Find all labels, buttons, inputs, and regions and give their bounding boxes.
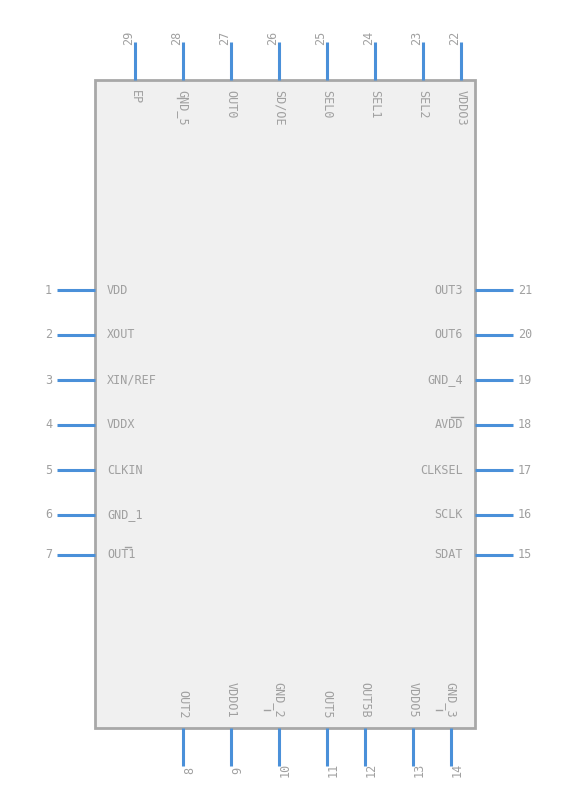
Text: SEL1: SEL1	[369, 90, 382, 119]
Text: XOUT: XOUT	[107, 329, 136, 342]
Text: SCLK: SCLK	[435, 508, 463, 521]
Text: OUT5B: OUT5B	[358, 683, 371, 718]
Text: 1: 1	[45, 284, 52, 297]
Text: 14: 14	[451, 763, 464, 777]
Text: OUT0: OUT0	[224, 90, 237, 119]
Text: VDD: VDD	[107, 284, 128, 297]
Text: VDDX: VDDX	[107, 419, 136, 431]
Text: 20: 20	[518, 329, 532, 342]
Text: 6: 6	[45, 508, 52, 521]
Text: 8: 8	[183, 767, 196, 773]
Text: 7: 7	[45, 549, 52, 562]
Text: 4: 4	[45, 419, 52, 431]
Text: OUT5: OUT5	[320, 689, 333, 718]
Text: 26: 26	[266, 31, 279, 45]
Text: GND_4: GND_4	[427, 373, 463, 386]
Text: EP: EP	[128, 90, 141, 104]
Text: AVDD: AVDD	[435, 419, 463, 431]
Text: 21: 21	[518, 284, 532, 297]
Text: 17: 17	[518, 464, 532, 477]
Text: OUT1: OUT1	[107, 549, 136, 562]
Text: 15: 15	[518, 549, 532, 562]
Text: VDDO1: VDDO1	[224, 683, 237, 718]
Text: GND_1: GND_1	[107, 508, 143, 521]
Text: SD/OE: SD/OE	[273, 90, 286, 125]
Bar	[95, 80, 475, 728]
Text: 13: 13	[413, 763, 426, 777]
Text: OUT3: OUT3	[435, 284, 463, 297]
Text: VDDO5: VDDO5	[407, 683, 420, 718]
Text: 27: 27	[218, 31, 231, 45]
Text: 25: 25	[314, 31, 327, 45]
Text: 2: 2	[45, 329, 52, 342]
Text: CLKSEL: CLKSEL	[420, 464, 463, 477]
Text: 16: 16	[518, 508, 532, 521]
Text: SEL0: SEL0	[320, 90, 333, 119]
Text: 12: 12	[365, 763, 378, 777]
Text: 24: 24	[362, 31, 375, 45]
Text: XIN/REF: XIN/REF	[107, 373, 157, 386]
Text: 10: 10	[279, 763, 292, 777]
Text: 3: 3	[45, 373, 52, 386]
Text: 23: 23	[410, 31, 423, 45]
Text: 28: 28	[170, 31, 183, 45]
Text: 11: 11	[327, 763, 340, 777]
Text: OUT2: OUT2	[177, 689, 190, 718]
Text: VDDO3: VDDO3	[454, 90, 467, 125]
Text: GND_2: GND_2	[273, 683, 286, 718]
Text: CLKIN: CLKIN	[107, 464, 143, 477]
Text: 5: 5	[45, 464, 52, 477]
Text: 18: 18	[518, 419, 532, 431]
Text: 9: 9	[231, 767, 244, 773]
Text: SDAT: SDAT	[435, 549, 463, 562]
Text: 22: 22	[448, 31, 461, 45]
Text: GND_3: GND_3	[445, 683, 457, 718]
Text: 29: 29	[122, 31, 135, 45]
Text: 19: 19	[518, 373, 532, 386]
Text: OUT6: OUT6	[435, 329, 463, 342]
Text: SEL2: SEL2	[416, 90, 429, 119]
Text: GND_5: GND_5	[177, 90, 190, 125]
